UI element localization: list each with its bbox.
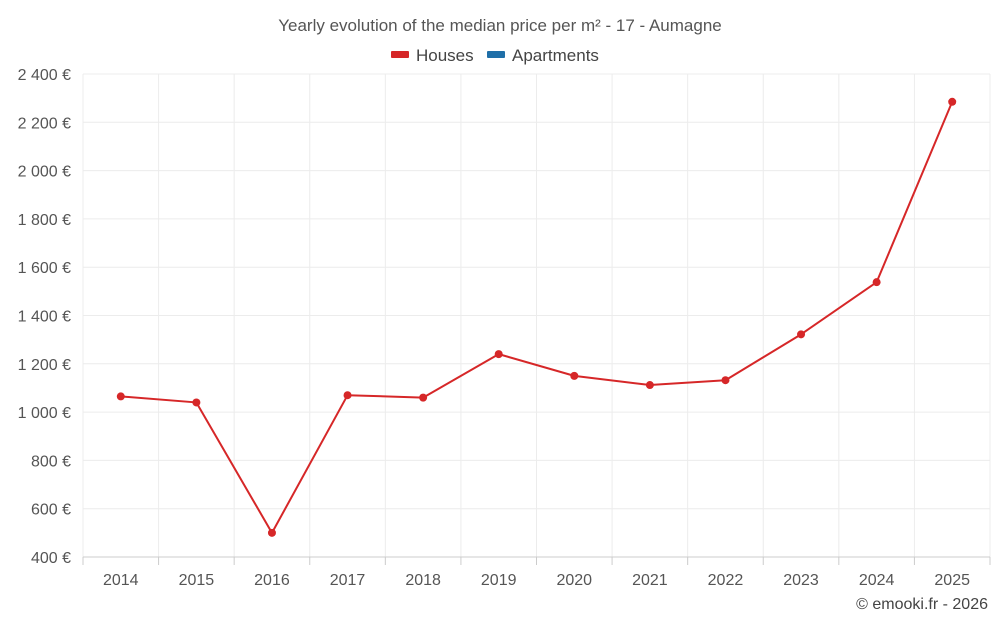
y-tick-label: 1 600 € <box>18 260 71 277</box>
legend-item-apartments[interactable]: Apartments <box>487 46 599 65</box>
y-tick-label: 400 € <box>31 550 71 567</box>
data-point-houses[interactable] <box>721 376 730 385</box>
y-tick-label: 2 400 € <box>18 67 71 84</box>
data-point-houses[interactable] <box>948 97 957 106</box>
y-tick-label: 800 € <box>31 453 71 470</box>
legend-label-houses: Houses <box>416 46 474 65</box>
y-tick-label: 2 200 € <box>18 115 71 132</box>
y-tick-label: 2 000 € <box>18 164 71 181</box>
x-tick-label: 2016 <box>254 572 290 589</box>
chart-title: Yearly evolution of the median price per… <box>278 16 722 35</box>
y-tick-label: 1 800 € <box>18 212 71 229</box>
y-tick-label: 1 000 € <box>18 405 71 422</box>
legend-swatch-houses <box>391 51 409 58</box>
data-point-houses[interactable] <box>645 381 654 390</box>
data-point-houses[interactable] <box>570 371 579 380</box>
x-tick-label: 2015 <box>179 572 215 589</box>
data-point-houses[interactable] <box>872 278 881 287</box>
data-point-houses[interactable] <box>116 392 125 401</box>
data-point-houses[interactable] <box>192 398 201 407</box>
legend-item-houses[interactable]: Houses <box>391 46 474 65</box>
legend: Houses Apartments <box>391 46 599 65</box>
series-layer <box>116 97 957 537</box>
legend-swatch-apartments <box>487 51 505 58</box>
data-point-houses[interactable] <box>343 391 352 400</box>
data-point-houses[interactable] <box>419 393 428 402</box>
data-point-houses[interactable] <box>494 350 503 359</box>
y-tick-label: 1 400 € <box>18 309 71 326</box>
y-axis-ticks: 400 € 600 € 800 € 1 000 € 1 200 € 1 400 € 1 60… <box>18 67 71 567</box>
series-line-houses <box>120 101 954 534</box>
data-point-houses[interactable] <box>267 528 276 537</box>
x-tick-label: 2022 <box>708 572 744 589</box>
x-tick-label: 2020 <box>556 572 592 589</box>
legend-label-apartments: Apartments <box>512 46 599 65</box>
y-tick-label: 600 € <box>31 502 71 519</box>
x-tick-label: 2017 <box>330 572 366 589</box>
x-tick-label: 2021 <box>632 572 668 589</box>
x-axis-ticks: 2014 2015 2016 2017 2018 2019 2020 2021 2022 2023… <box>82 557 991 589</box>
y-tick-label: 1 200 € <box>18 357 71 374</box>
credit-text: © emooki.fr - 2026 <box>856 596 988 613</box>
grid <box>82 73 991 557</box>
data-point-houses[interactable] <box>797 330 806 339</box>
x-tick-label: 2023 <box>783 572 819 589</box>
x-tick-label: 2019 <box>481 572 517 589</box>
x-tick-label: 2025 <box>934 572 970 589</box>
x-tick-label: 2014 <box>103 572 139 589</box>
x-tick-label: 2018 <box>405 572 441 589</box>
x-tick-label: 2024 <box>859 572 895 589</box>
